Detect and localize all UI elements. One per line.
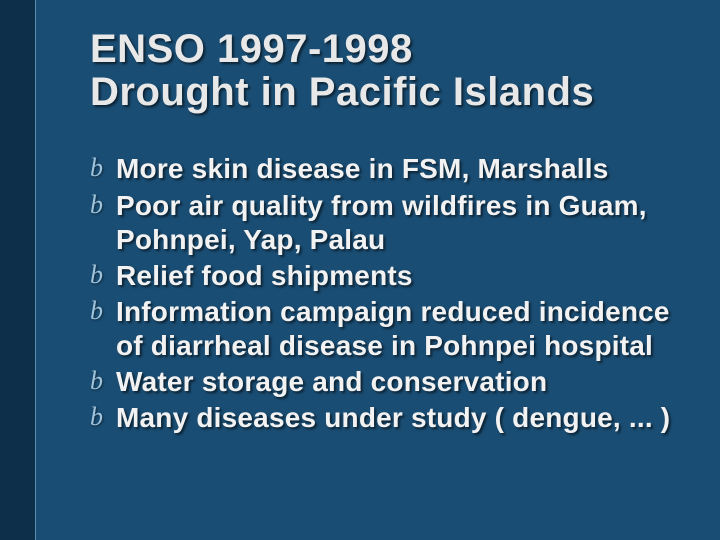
side-stripe [0, 0, 36, 540]
slide-body: b More skin disease in FSM, Marshalls b … [90, 152, 684, 435]
bullet-icon: b [90, 190, 110, 220]
list-item: b Many diseases under study ( dengue, ..… [90, 401, 684, 435]
list-item: b Water storage and conservation [90, 365, 684, 399]
bullet-text: Information campaign reduced incidence o… [116, 295, 684, 363]
title-line-2: Drought in Pacific Islands [90, 71, 680, 114]
list-item: b Relief food shipments [90, 259, 684, 293]
bullet-icon: b [90, 260, 110, 290]
bullet-text: More skin disease in FSM, Marshalls [116, 152, 684, 186]
bullet-text: Poor air quality from wildfires in Guam,… [116, 189, 684, 257]
list-item: b Poor air quality from wildfires in Gua… [90, 189, 684, 257]
title-line-1: ENSO 1997-1998 [90, 28, 680, 71]
bullet-icon: b [90, 153, 110, 183]
slide-title: ENSO 1997-1998 Drought in Pacific Island… [90, 28, 680, 114]
bullet-icon: b [90, 402, 110, 432]
slide: ENSO 1997-1998 Drought in Pacific Island… [0, 0, 720, 540]
bullet-icon: b [90, 296, 110, 326]
bullet-text: Water storage and conservation [116, 365, 684, 399]
list-item: b More skin disease in FSM, Marshalls [90, 152, 684, 186]
list-item: b Information campaign reduced incidence… [90, 295, 684, 363]
bullet-icon: b [90, 366, 110, 396]
bullet-text: Relief food shipments [116, 259, 684, 293]
bullet-text: Many diseases under study ( dengue, ... … [116, 401, 684, 435]
